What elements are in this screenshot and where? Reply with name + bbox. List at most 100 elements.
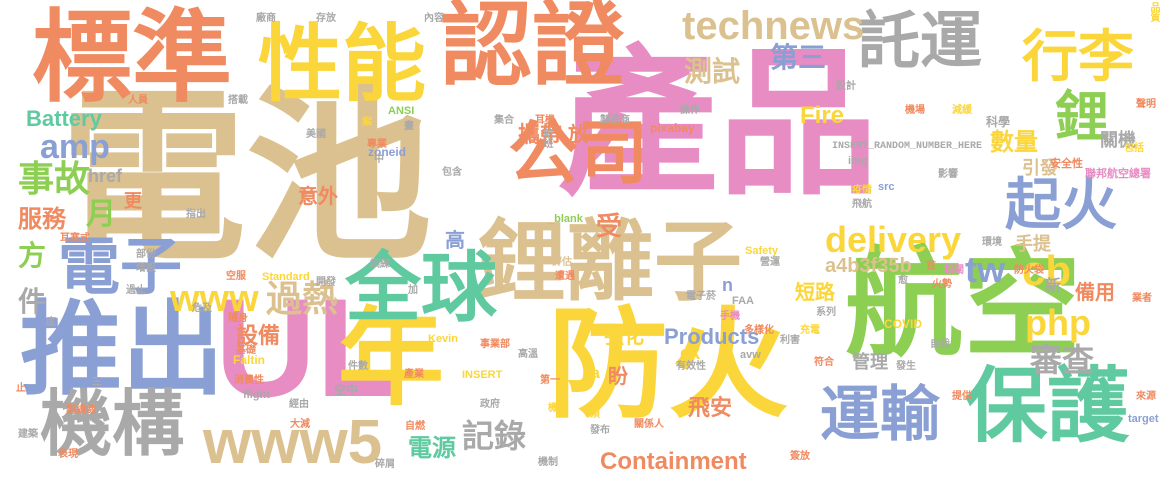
word-pinzhi: 品質	[1148, 2, 1159, 22]
word-faa-cn: 聯邦航空總署	[1085, 167, 1151, 180]
word-zhizaoshang: 製造商	[600, 115, 630, 126]
word-yu: 愈	[898, 275, 908, 286]
word-baohan: 包含	[442, 167, 462, 178]
word-yiqing: 疫情	[852, 185, 872, 196]
word-zengshe: 增設	[136, 263, 156, 274]
word-zhong: 中	[374, 154, 384, 165]
word-kongzhong: 空中	[334, 383, 359, 397]
word-jihe: 集合	[494, 115, 514, 126]
word-src: src	[878, 181, 895, 193]
word-technews: technews	[682, 4, 865, 48]
word-guore: 過熱	[266, 279, 339, 320]
word-huoshi: 火勢	[932, 279, 952, 290]
word-jilu: 記錄	[462, 417, 527, 455]
word-cunfang: 存放	[316, 13, 336, 24]
word-fanghuo: 防火	[548, 296, 788, 435]
word-meiguo: 美國	[306, 129, 326, 140]
word-faltin: Faltin	[233, 353, 265, 367]
word-fuzongcai: 副總裁	[66, 405, 96, 416]
word-changshang: 廠商	[256, 13, 276, 24]
word-fire: Fire	[800, 102, 845, 129]
word-suixie: 碎屑	[375, 459, 395, 470]
word-geng: 更	[124, 191, 142, 212]
word-fabu: 發布	[590, 425, 610, 436]
word-bufen: 部份	[136, 249, 156, 260]
word-erji: 耳機	[535, 115, 555, 126]
word-suishen: 隨身	[228, 313, 248, 324]
word-nian: 年	[338, 297, 444, 420]
word-yingxiang: 影響	[938, 169, 958, 180]
word-xiedai: 攜帶	[518, 123, 563, 148]
word-quanqiu: 全球	[345, 243, 497, 332]
word-dianyuan: 電源	[408, 434, 456, 462]
word-safety: Safety	[745, 245, 779, 257]
word-ziwo: 自我	[930, 339, 950, 350]
word-fuhe: 符合	[814, 357, 834, 368]
word-n: n	[722, 275, 733, 295]
word-guanji: 關機	[1100, 130, 1136, 151]
word-cb: cb	[1022, 247, 1072, 294]
word-amp: amp	[40, 128, 110, 166]
word-beiyong: 備用	[1075, 280, 1115, 304]
word-biaoxian: 表現	[58, 449, 78, 460]
word-dianziyan: 電子菸	[686, 291, 716, 302]
word-hangkong: 航空	[845, 235, 1082, 373]
word-qianfang: 簽放	[790, 451, 810, 462]
word-caozuo: 操作	[680, 105, 700, 116]
word-neirong: 內容	[424, 13, 444, 24]
word-pixabay: pixabay	[650, 121, 695, 135]
word-shuliang: 數量	[990, 128, 1038, 156]
word-shigu: 事故	[18, 159, 91, 200]
word-yiwai: 意外	[298, 184, 338, 208]
word-hangban: 航班	[541, 128, 552, 148]
word-jian: 件	[18, 285, 47, 318]
word-www5: www5	[203, 408, 383, 477]
word-shou: 受	[596, 212, 623, 242]
word-pan: 盼	[608, 364, 628, 388]
word-kevin: Kevin	[428, 333, 458, 345]
word-shouti: 手提	[1015, 234, 1051, 255]
word-kaifa: 開發	[316, 277, 336, 288]
word-weiji: 危及	[192, 303, 212, 314]
word-yinfa: 引發	[1022, 158, 1058, 179]
word-anquanxing: 安全性	[1050, 157, 1083, 170]
word-href: href	[88, 166, 123, 186]
word-zhichu: 指出	[186, 209, 206, 220]
word-delivery: delivery	[825, 219, 962, 260]
word-an: 案	[362, 117, 372, 128]
word-pinggu: 評估	[552, 257, 572, 268]
word-target: target	[1128, 413, 1159, 425]
word-gaowen: 高溫	[518, 349, 538, 360]
word-fanghuodai: 防火袋	[1014, 265, 1044, 276]
word-huanjing: 環境	[982, 237, 1002, 248]
word-shou2: 首	[926, 261, 936, 272]
word-shouji: 手機	[720, 311, 740, 322]
word-insert-random: INSERT_RANDOM_NUMBER_HERE	[832, 141, 983, 152]
word-jianshu: 件數	[348, 361, 368, 372]
word-yingyun: 營運	[760, 257, 780, 268]
word-shengming: 聲明	[1136, 99, 1156, 110]
word-dazai: 搭載	[228, 95, 248, 106]
word-jizhi: 機制	[538, 457, 558, 468]
word-www: www	[170, 278, 259, 320]
word-baohu: 保護	[965, 359, 1130, 454]
word-qianghua: 強化	[604, 324, 644, 348]
word-faa: FAA	[732, 295, 754, 307]
word-renzheng: 認證	[440, 0, 625, 99]
word-jigou: 機構	[40, 382, 185, 466]
word-yezhe: 業者	[1132, 293, 1152, 304]
word-dianchi: 電池	[60, 69, 433, 286]
word-php: php	[1025, 302, 1091, 343]
word-fuwu: 服務	[18, 205, 66, 233]
word-yunshu: 運輸	[820, 380, 940, 450]
word-xiaofeixing: 消費性	[234, 375, 264, 386]
word-products: Products	[664, 324, 760, 349]
word-zaoyu: 遭遇	[555, 271, 575, 282]
word-xingli: 行李	[1022, 25, 1134, 90]
word-dajian: 大減	[290, 419, 310, 430]
word-shencha: 審查	[1030, 341, 1095, 379]
word-a4b3f35b: a4b3f35b	[825, 255, 912, 277]
word-battery: Battery	[26, 106, 102, 131]
word-gongsi: 公司	[508, 112, 648, 194]
